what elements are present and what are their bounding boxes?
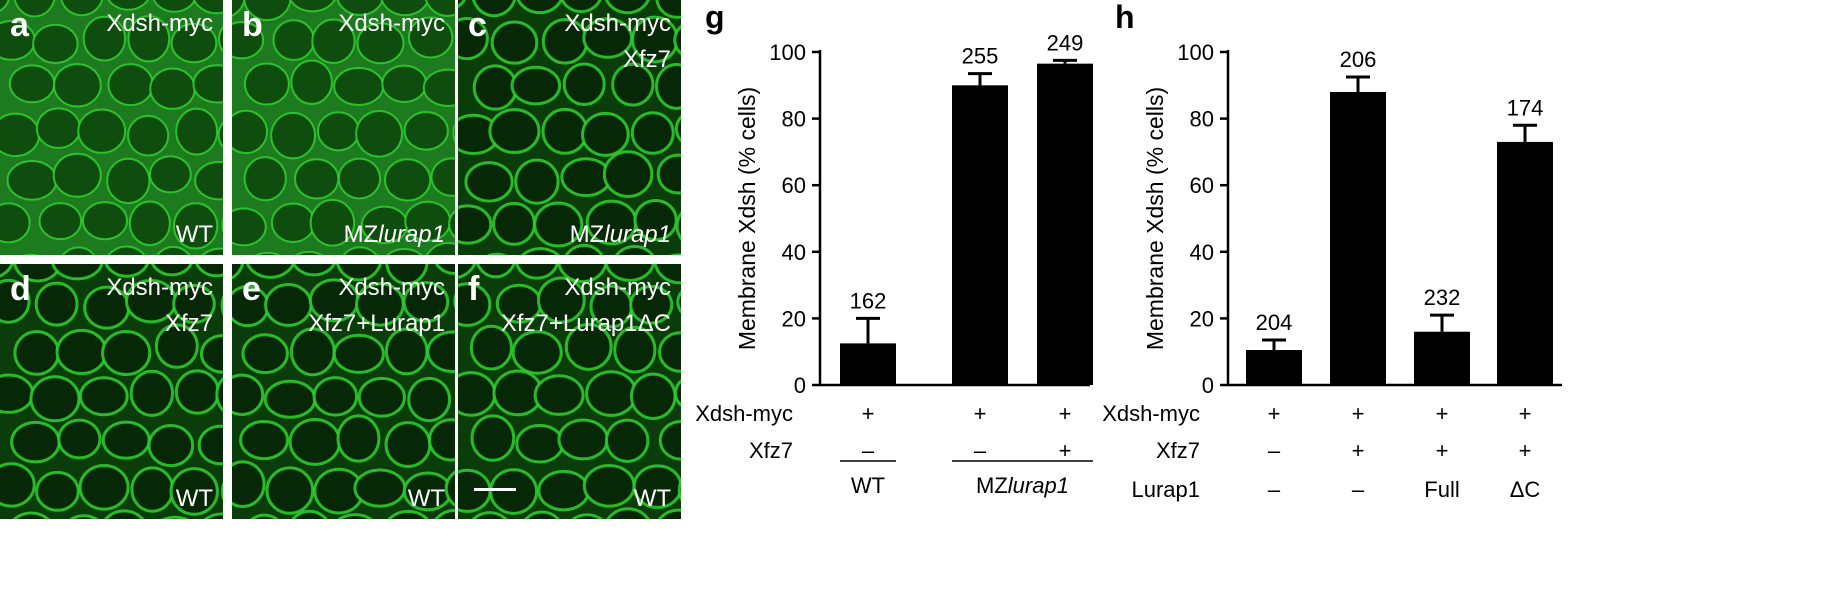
condition-value: ΔC — [1510, 477, 1541, 502]
condition-value: – — [862, 438, 875, 463]
y-axis-label: Membrane Xdsh (% cells) — [1142, 87, 1168, 350]
scale-bar — [474, 488, 516, 491]
n-label: 206 — [1340, 47, 1377, 72]
panel-condition-text: Xdsh-myc — [106, 6, 213, 42]
n-label: 174 — [1507, 95, 1544, 120]
condition-value: – — [1268, 438, 1281, 463]
y-tick-label: 0 — [1202, 373, 1214, 398]
condition-row-label: Xfz7 — [749, 438, 793, 463]
condition-value: – — [1352, 477, 1365, 502]
n-label: 249 — [1047, 30, 1084, 55]
panel-condition-line: Xdsh-myc — [564, 274, 671, 301]
condition-value: + — [1059, 401, 1072, 426]
condition-value: + — [1352, 401, 1365, 426]
micrograph-panel-c: c Xdsh-myc Xfz7 MZlurap1 — [458, 0, 681, 255]
panel-condition-line: Xdsh-myc — [338, 10, 445, 37]
panel-condition-text: Xdsh-myc Xfz7+Lurap1 — [308, 270, 445, 342]
panel-condition-text: Xdsh-myc — [338, 6, 445, 42]
micrograph-image — [232, 0, 455, 255]
condition-value: + — [862, 401, 875, 426]
condition-value: + — [1436, 438, 1449, 463]
micrograph-panel-a: a Xdsh-myc WT — [0, 0, 223, 255]
group-label: MZlurap1 — [976, 473, 1069, 498]
panel-condition-line: Xfz7+Lurap1ΔC — [500, 310, 671, 337]
condition-value: + — [1352, 438, 1365, 463]
y-tick-label: 60 — [782, 173, 806, 198]
micrograph-panel-e: e Xdsh-myc Xfz7+Lurap1 WT — [232, 264, 455, 519]
condition-row-label: Xdsh-myc — [695, 401, 793, 426]
n-label: 162 — [850, 288, 887, 313]
micrograph-panel-f: f Xdsh-myc Xfz7+Lurap1ΔC WT — [458, 264, 681, 519]
panel-genotype-text: MZlurap1 — [343, 221, 445, 248]
condition-row-label: Xdsh-myc — [1102, 401, 1200, 426]
panel-condition-line: Xdsh-myc — [564, 10, 671, 37]
panel-genotype-text: WT — [175, 485, 213, 512]
micrograph-image — [0, 264, 223, 519]
micrograph-panel-b: b Xdsh-myc MZlurap1 — [232, 0, 455, 255]
bar — [1037, 63, 1093, 385]
panel-condition-text: Xdsh-myc Xfz7 — [106, 270, 213, 342]
n-label: 255 — [962, 44, 999, 69]
panel-condition-text: Xdsh-myc Xfz7 — [564, 6, 671, 78]
panel-label: a — [10, 6, 29, 44]
panel-label-h: h — [1115, 0, 1135, 35]
y-tick-label: 20 — [1190, 306, 1214, 331]
condition-value: Full — [1424, 477, 1459, 502]
condition-value: + — [1436, 401, 1449, 426]
y-tick-label: 80 — [782, 107, 806, 132]
y-tick-label: 20 — [782, 306, 806, 331]
panel-label: d — [10, 270, 31, 308]
panel-label: e — [242, 270, 261, 308]
condition-row-label: Xfz7 — [1156, 438, 1200, 463]
panel-genotype-text: WT — [407, 485, 445, 512]
bar — [1497, 141, 1553, 385]
condition-value: – — [974, 438, 987, 463]
condition-value: + — [1268, 401, 1281, 426]
condition-value: + — [1059, 438, 1072, 463]
panel-genotype-text: MZlurap1 — [569, 221, 671, 248]
bar — [840, 343, 896, 385]
condition-value: + — [1519, 401, 1532, 426]
micrograph-image — [458, 264, 681, 519]
panel-condition-line: Xdsh-myc — [106, 274, 213, 301]
panel-label: b — [242, 6, 263, 44]
y-tick-label: 40 — [1190, 240, 1214, 265]
panel-condition-line: Xfz7 — [164, 310, 213, 337]
bar — [1330, 91, 1386, 386]
micrograph-image — [458, 0, 681, 255]
micrograph-image — [0, 0, 223, 255]
panel-condition-text: Xdsh-myc Xfz7+Lurap1ΔC — [501, 270, 671, 342]
panel-condition-line: Xfz7 — [622, 46, 671, 73]
bar — [952, 85, 1008, 386]
condition-value: + — [974, 401, 987, 426]
panel-condition-line: Xdsh-myc — [338, 274, 445, 301]
condition-row-label: Lurap1 — [1131, 477, 1200, 502]
panel-label: f — [468, 270, 480, 308]
bar — [1414, 331, 1470, 385]
panel-label: c — [468, 6, 487, 44]
y-tick-label: 60 — [1190, 173, 1214, 198]
n-label: 232 — [1424, 285, 1461, 310]
bar — [1246, 350, 1302, 385]
y-tick-label: 100 — [1177, 40, 1214, 65]
micrograph-image — [232, 264, 455, 519]
panel-label-g: g — [705, 0, 725, 35]
y-axis-label: Membrane Xdsh (% cells) — [734, 87, 760, 350]
panel-condition-line: Xfz7+Lurap1 — [308, 310, 445, 337]
micrograph-panel-d: d Xdsh-myc Xfz7 WT — [0, 264, 223, 519]
group-label: WT — [851, 473, 885, 498]
n-label: 204 — [1256, 310, 1293, 335]
y-tick-label: 0 — [794, 373, 806, 398]
condition-value: – — [1268, 477, 1281, 502]
panel-genotype-text: WT — [175, 221, 213, 248]
condition-value: + — [1519, 438, 1532, 463]
panel-genotype-text: WT — [633, 485, 671, 512]
y-tick-label: 100 — [769, 40, 806, 65]
panel-condition-line: Xdsh-myc — [106, 10, 213, 37]
y-tick-label: 80 — [1190, 107, 1214, 132]
y-tick-label: 40 — [782, 240, 806, 265]
